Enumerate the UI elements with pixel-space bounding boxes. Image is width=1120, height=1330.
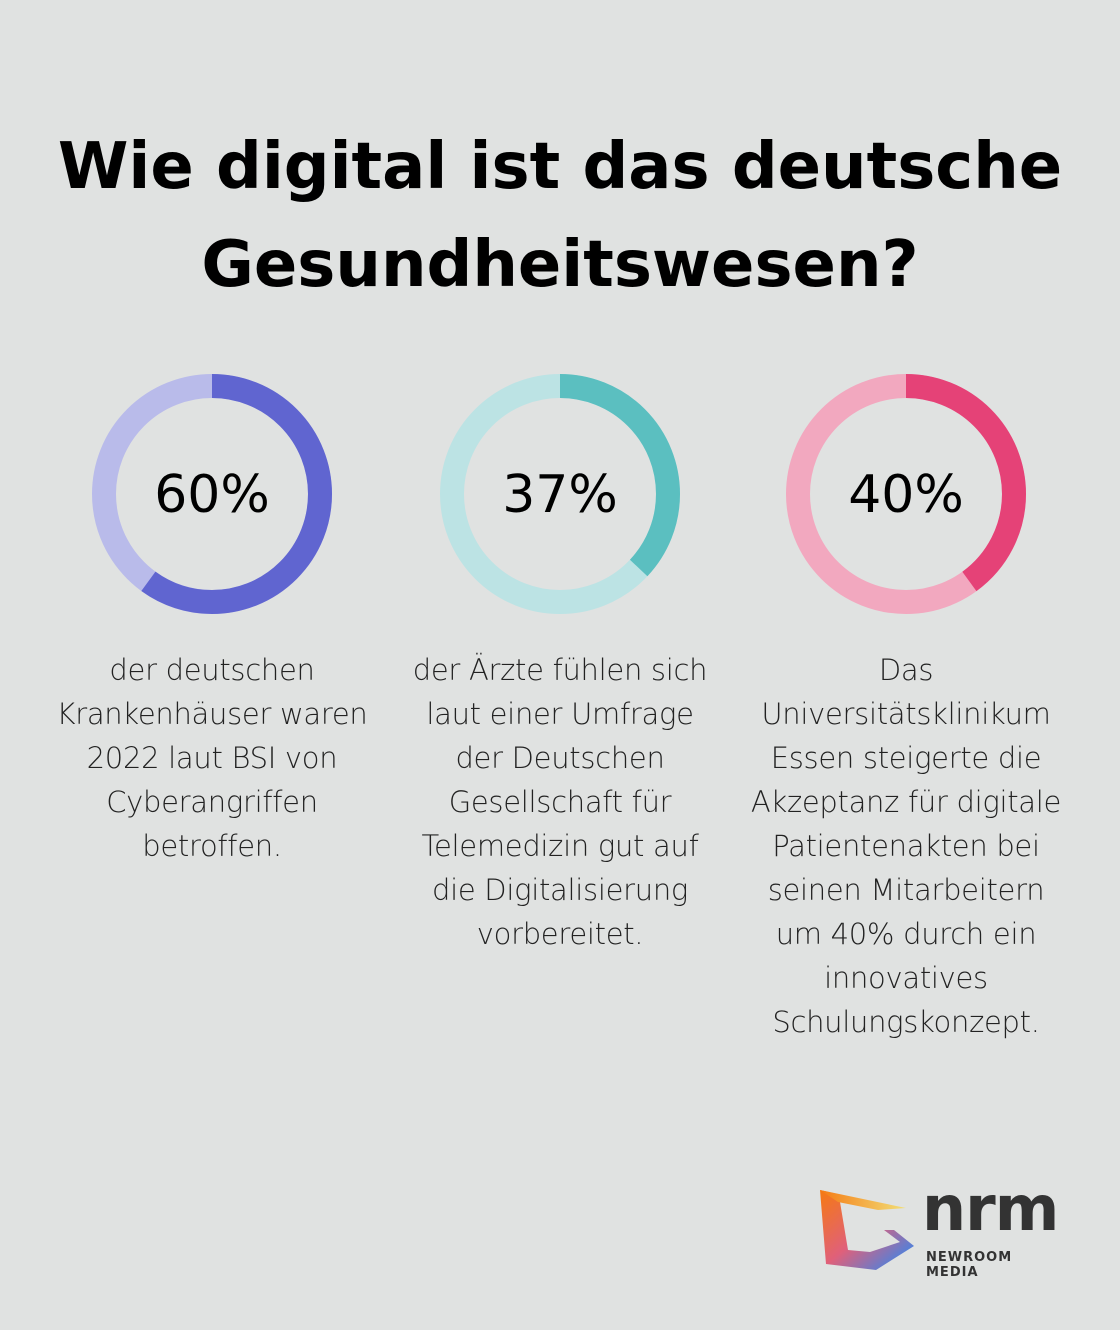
donut-label: 60%	[154, 465, 270, 525]
donut-chart-3: 40%	[786, 374, 1026, 614]
title-line-2: Gesundheitswesen?	[201, 228, 919, 302]
newroom-media-logo: nrm NEWROOM MEDIA	[818, 1172, 1068, 1280]
donut-label: 37%	[502, 465, 618, 525]
title-line-1: Wie digital ist das deutsche	[57, 130, 1063, 204]
donut-chart-1: 60%	[92, 374, 332, 614]
logo-wordmark: nrm	[922, 1172, 1059, 1245]
stat-card-3: 40% Das Universitätsklinikum Essen steig…	[746, 374, 1066, 1044]
stat-card-2: 37% der Ärzte fühlen sich laut einer Umf…	[400, 374, 720, 956]
donut-value-arc	[440, 374, 680, 614]
logo-subtitle: NEWROOM MEDIA	[926, 1250, 1013, 1280]
donut-chart-2: 37%	[440, 374, 680, 614]
logo-mark-icon	[820, 1190, 914, 1270]
stat-card-1: 60% der deutschen Krankenhäuser waren 20…	[52, 374, 372, 868]
stat-description: Das Universitätsklinikum Essen steigerte…	[750, 653, 1062, 1039]
stat-description: der Ärzte fühlen sich laut einer Umfrage…	[412, 653, 708, 951]
donut-value-arc	[92, 374, 332, 614]
donut-value-arc	[786, 374, 1026, 614]
donut-label: 40%	[848, 465, 964, 525]
page-title: Wie digital ist das deutsche Gesundheitsw…	[0, 118, 1120, 314]
stat-description: der deutschen Krankenhäuser waren 2022 l…	[56, 653, 368, 863]
